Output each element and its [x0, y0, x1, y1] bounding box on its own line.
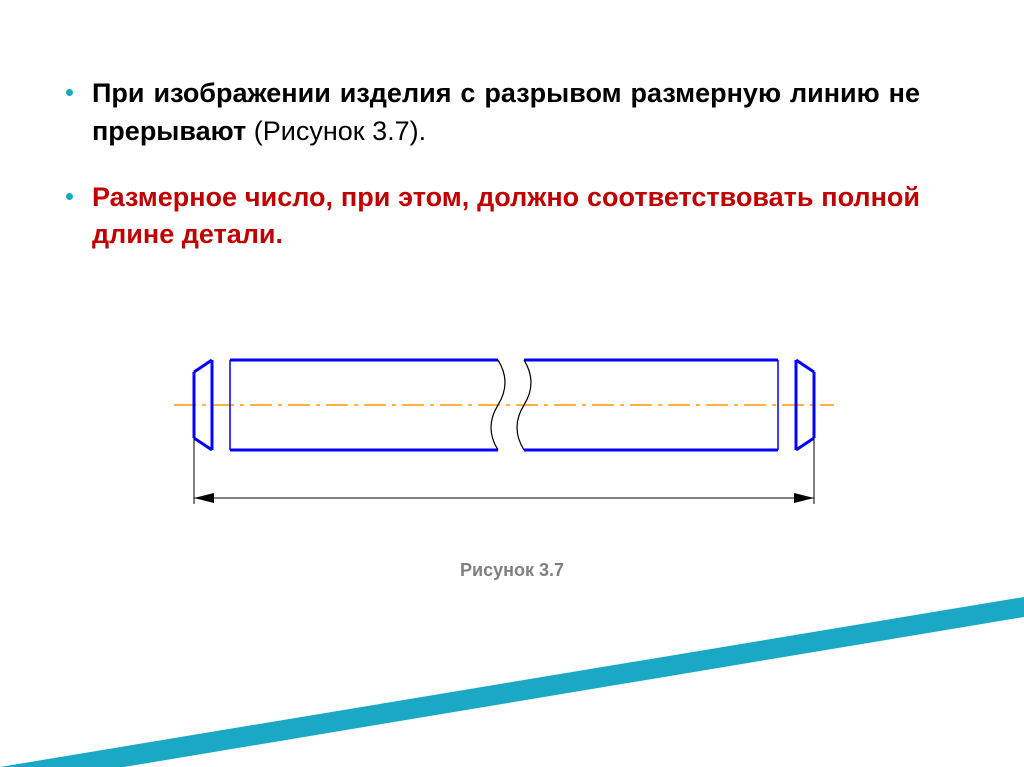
decor-triangle-inner: [124, 617, 1024, 767]
bullet-text: (Рисунок 3.7).: [246, 116, 426, 146]
figure-caption: Рисунок 3.7: [0, 560, 1024, 581]
bullet-list: При изображении изделия с разрывом разме…: [60, 75, 920, 282]
bullet-text: Размерное число, при этом, должно соотве…: [92, 182, 920, 250]
bullet-item-0: При изображении изделия с разрывом разме…: [60, 75, 920, 151]
bullet-text: При изображении изделия с разрывом разме…: [92, 78, 920, 146]
bullet-item-1: Размерное число, при этом, должно соотве…: [60, 179, 920, 255]
technical-figure: [190, 350, 820, 550]
bullet-dot-icon: [66, 89, 73, 96]
bullet-dot-icon: [66, 193, 73, 200]
